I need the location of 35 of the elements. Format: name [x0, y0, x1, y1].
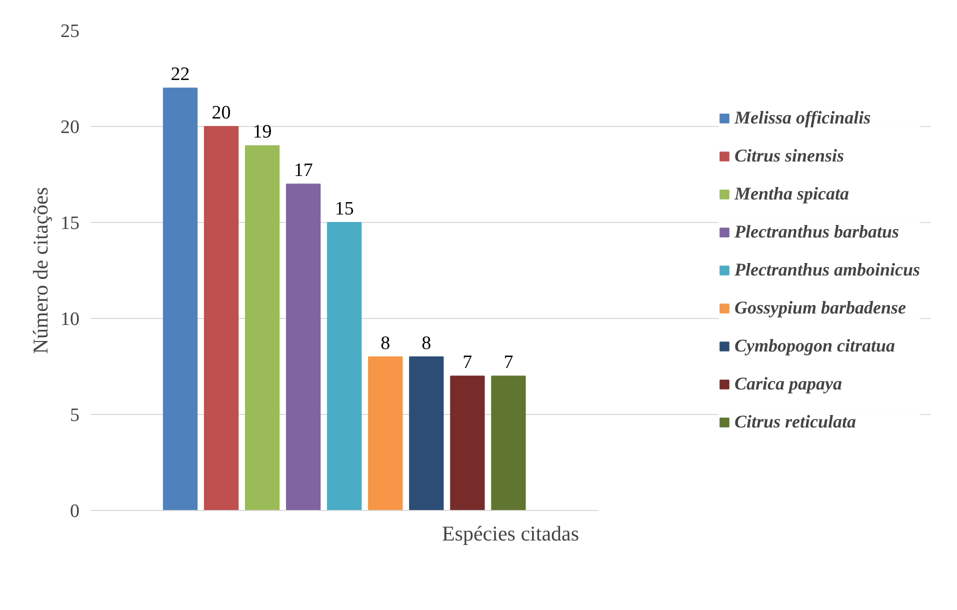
data-label: 22 — [170, 64, 190, 86]
bar — [327, 222, 362, 510]
bar — [450, 376, 485, 510]
legend-label: Plectranthus barbatus — [734, 222, 899, 242]
legend-label: Mentha spicata — [734, 184, 849, 204]
data-label: 8 — [380, 332, 390, 354]
data-label: 8 — [422, 332, 432, 354]
data-label: 19 — [252, 122, 272, 143]
data-label: 20 — [212, 102, 231, 124]
data-label: 7 — [504, 352, 514, 374]
bar — [204, 126, 239, 510]
bar — [368, 356, 403, 510]
y-tick-label: 5 — [70, 405, 80, 426]
bar — [286, 184, 321, 510]
bar — [244, 145, 280, 510]
data-label: 17 — [294, 160, 313, 182]
legend-label: Cymbopogon citratua — [734, 336, 895, 356]
bar — [409, 356, 444, 510]
bar — [491, 376, 526, 510]
bar — [162, 88, 198, 510]
legend-label: Melissa officinalis — [734, 108, 871, 128]
y-axis-title: Número de citações — [28, 187, 52, 354]
legend-label: Carica papaya — [734, 374, 842, 394]
y-tick-label: 20 — [60, 117, 80, 138]
legend-label: Plectranthus amboinicus — [734, 260, 920, 280]
legend-label: Citrus sinensis — [734, 146, 844, 166]
data-label: 15 — [334, 198, 354, 220]
y-tick-label: 10 — [60, 309, 80, 330]
legend-label: Citrus reticulata — [734, 412, 856, 432]
y-tick-label: 25 — [60, 21, 80, 42]
y-tick-label: 15 — [60, 213, 80, 234]
data-label: 7 — [462, 352, 472, 374]
y-tick-label: 0 — [70, 501, 80, 522]
x-axis-title: Espécies citadas — [442, 522, 580, 546]
legend-label: Gossypium barbadense — [734, 298, 906, 318]
